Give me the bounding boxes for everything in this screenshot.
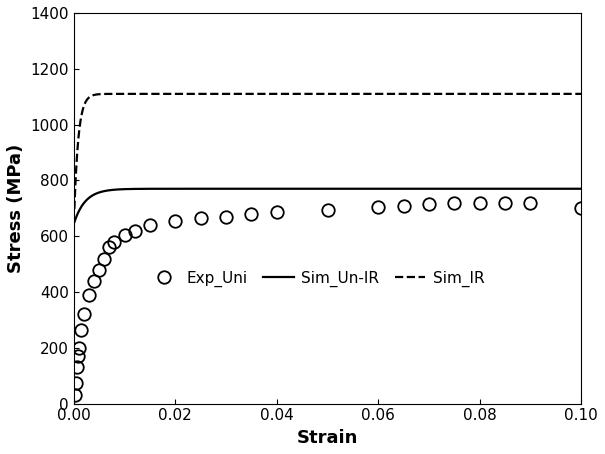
Sim_IR bbox=[563, 91, 570, 97]
Exp_Uni bbox=[72, 380, 79, 385]
Line: Sim_Un-IR: Sim_Un-IR bbox=[74, 189, 581, 222]
Sim_Un-IR bbox=[97, 189, 104, 195]
Sim_IR bbox=[71, 206, 78, 212]
Exp_Uni bbox=[172, 218, 179, 223]
Exp_Uni bbox=[476, 200, 483, 205]
Exp_Uni bbox=[131, 228, 139, 233]
Exp_Uni bbox=[91, 278, 98, 284]
Exp_Uni bbox=[106, 245, 113, 250]
Exp_Uni bbox=[100, 256, 108, 261]
Exp_Uni bbox=[75, 345, 82, 350]
Exp_Uni bbox=[85, 292, 93, 297]
Exp_Uni bbox=[78, 327, 85, 332]
Exp_Uni bbox=[146, 222, 154, 228]
Exp_Uni bbox=[111, 239, 118, 245]
Sim_Un-IR bbox=[468, 186, 476, 192]
Exp_Uni bbox=[578, 206, 585, 211]
Exp_Uni bbox=[248, 212, 255, 217]
Sim_IR bbox=[563, 91, 571, 97]
Exp_Uni bbox=[80, 311, 88, 317]
Line: Exp_Uni: Exp_Uni bbox=[68, 197, 587, 401]
Legend: Exp_Uni, Sim_Un-IR, Sim_IR: Exp_Uni, Sim_Un-IR, Sim_IR bbox=[142, 264, 491, 293]
Sim_Un-IR bbox=[304, 186, 311, 192]
Exp_Uni bbox=[451, 201, 458, 206]
Sim_IR bbox=[223, 91, 230, 97]
Exp_Uni bbox=[74, 354, 82, 359]
Line: Sim_IR: Sim_IR bbox=[74, 94, 581, 209]
Sim_IR bbox=[318, 91, 325, 97]
Exp_Uni bbox=[73, 365, 80, 370]
Exp_Uni bbox=[121, 232, 128, 237]
Exp_Uni bbox=[324, 207, 331, 212]
Exp_Uni bbox=[502, 200, 509, 205]
Exp_Uni bbox=[223, 214, 230, 219]
Sim_Un-IR bbox=[563, 186, 571, 192]
X-axis label: Strain: Strain bbox=[297, 429, 358, 447]
Exp_Uni bbox=[197, 215, 204, 221]
Y-axis label: Stress (MPa): Stress (MPa) bbox=[7, 143, 25, 273]
Exp_Uni bbox=[273, 210, 281, 215]
Sim_Un-IR bbox=[71, 219, 78, 225]
Sim_Un-IR bbox=[317, 186, 324, 192]
Sim_IR bbox=[470, 91, 477, 97]
Exp_Uni bbox=[71, 393, 79, 398]
Sim_IR bbox=[97, 91, 104, 97]
Exp_Uni bbox=[425, 202, 433, 207]
Sim_Un-IR bbox=[578, 186, 585, 192]
Sim_Un-IR bbox=[470, 186, 477, 192]
Sim_Un-IR bbox=[563, 186, 570, 192]
Sim_IR bbox=[304, 91, 311, 97]
Sim_IR bbox=[578, 91, 585, 97]
Exp_Uni bbox=[400, 203, 407, 208]
Exp_Uni bbox=[374, 204, 382, 210]
Exp_Uni bbox=[527, 201, 534, 206]
Exp_Uni bbox=[96, 267, 103, 272]
